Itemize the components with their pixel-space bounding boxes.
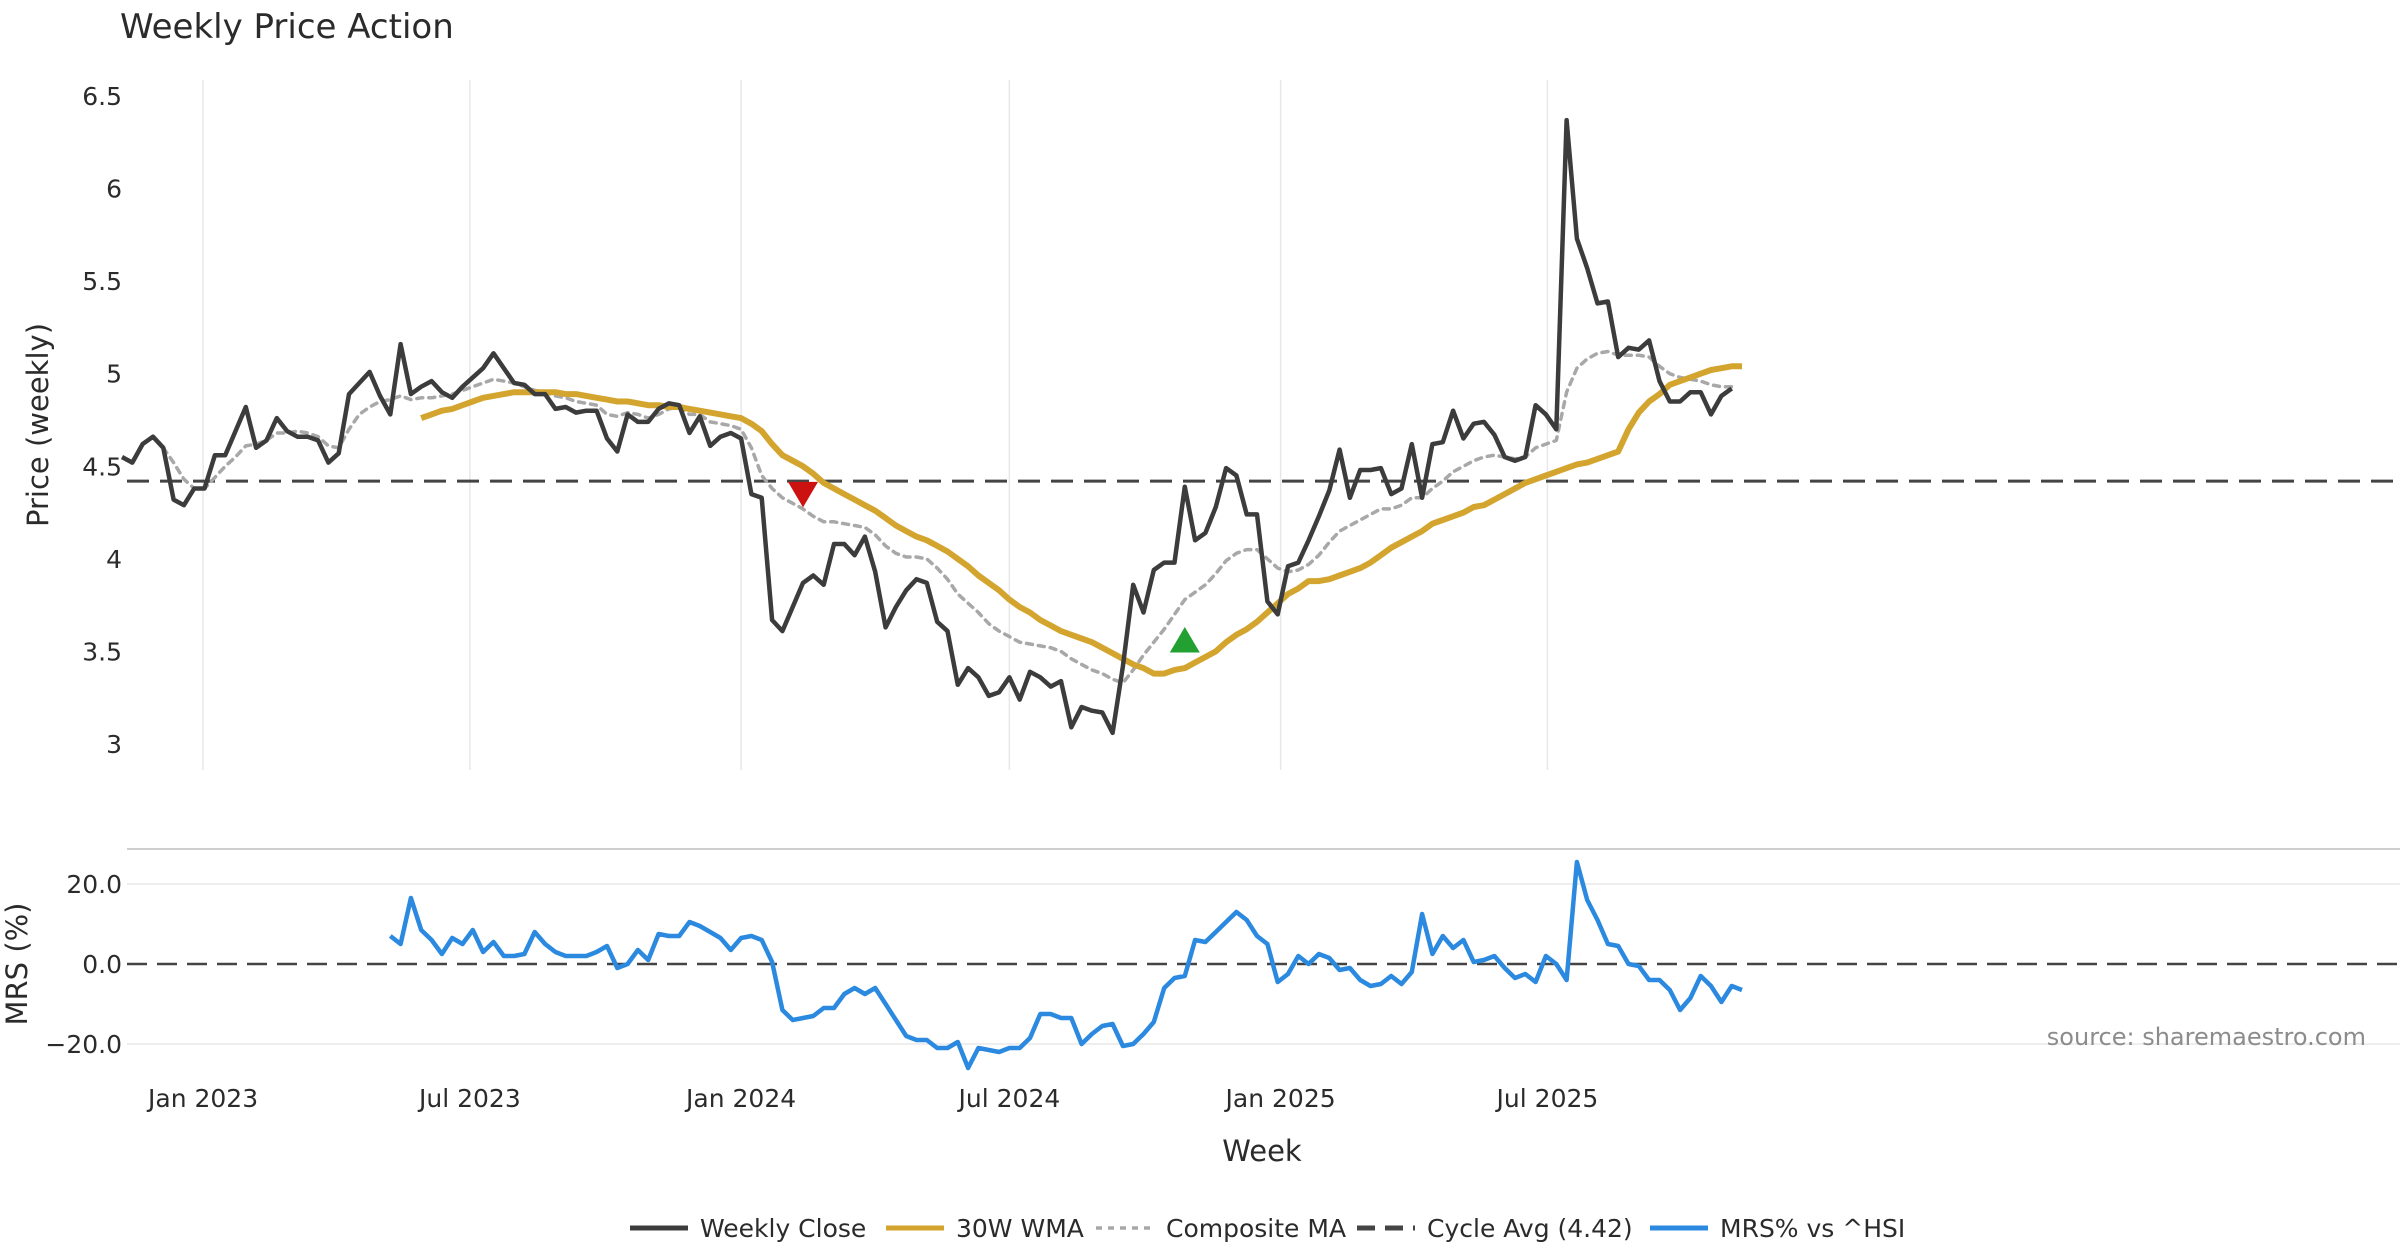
legend: Weekly Close 30W WMA Composite MA Cycle Avg… [630, 1214, 1905, 1243]
legend-label: Weekly Close [700, 1214, 866, 1243]
x-tick-2: Jan 2024 [684, 1084, 796, 1113]
legend-item-3: Cycle Avg (4.42) [1357, 1214, 1633, 1243]
legend-label: 30W WMA [956, 1214, 1084, 1243]
x-axis-label: Week [1222, 1134, 1302, 1168]
price-y-tick-3: 4.5 [82, 452, 122, 481]
mrs-gridlines [127, 883, 2400, 1045]
mrs-y-ticks: 20.0 0.0 −20.0 [45, 870, 122, 1059]
series-mrs-vs-hsi [388, 859, 1743, 1071]
x-tick-1: Jul 2023 [417, 1084, 521, 1113]
x-axis-ticks: Jan 2023 Jul 2023 Jan 2024 Jul 2024 Jan 2025… [146, 1084, 1598, 1113]
price-y-tick-6: 6 [106, 175, 122, 204]
price-y-tick-2: 4 [106, 545, 122, 574]
x-tick-5: Jul 2025 [1495, 1084, 1599, 1113]
mrs-y-tick-2: −20.0 [45, 1030, 122, 1059]
legend-item-1: 30W WMA [886, 1214, 1084, 1243]
price-y-tick-1: 3.5 [82, 637, 122, 666]
mrs-y-axis-label: MRS (%) [0, 903, 34, 1026]
x-tick-4: Jan 2025 [1224, 1084, 1336, 1113]
price-series [120, 117, 2400, 736]
series-30w-wma [420, 363, 1742, 677]
legend-label: Cycle Avg (4.42) [1427, 1214, 1633, 1243]
signal-markers [788, 481, 1200, 653]
legend-item-0: Weekly Close [630, 1214, 866, 1243]
price-y-tick-7: 6.5 [82, 82, 122, 111]
legend-label: Composite MA [1166, 1214, 1346, 1243]
x-tick-3: Jul 2024 [957, 1084, 1061, 1113]
source-note: source: sharemaestro.com [2047, 1023, 2366, 1051]
sell-signal-marker [788, 481, 819, 508]
buy-signal-marker [1169, 627, 1200, 653]
series-weekly-close [120, 117, 1734, 736]
legend-item-2: Composite MA [1096, 1214, 1346, 1243]
price-y-tick-5: 5.5 [82, 267, 122, 296]
legend-label: MRS% vs ^HSI [1720, 1214, 1905, 1243]
x-tick-0: Jan 2023 [146, 1084, 258, 1113]
mrs-panel: 20.0 0.0 −20.0 MRS (%) source: sharemaestr… [0, 848, 2400, 1071]
price-gridlines [202, 80, 1549, 770]
series-composite-ma [161, 349, 1734, 685]
price-panel: 3 3.5 4 4.5 5 5.5 6 6.5 Price (weekly) [21, 80, 2400, 770]
price-y-ticks: 3 3.5 4 4.5 5 5.5 6 6.5 [82, 82, 122, 759]
price-y-tick-4: 5 [106, 360, 122, 389]
price-y-tick-0: 3 [106, 730, 122, 759]
mrs-y-tick-0: 20.0 [66, 870, 122, 899]
legend-item-4: MRS% vs ^HSI [1650, 1214, 1905, 1243]
mrs-y-tick-1: 0.0 [82, 950, 122, 979]
chart-title: Weekly Price Action [120, 7, 454, 47]
mrs-series [388, 859, 1743, 1071]
price-y-axis-label: Price (weekly) [21, 323, 55, 527]
